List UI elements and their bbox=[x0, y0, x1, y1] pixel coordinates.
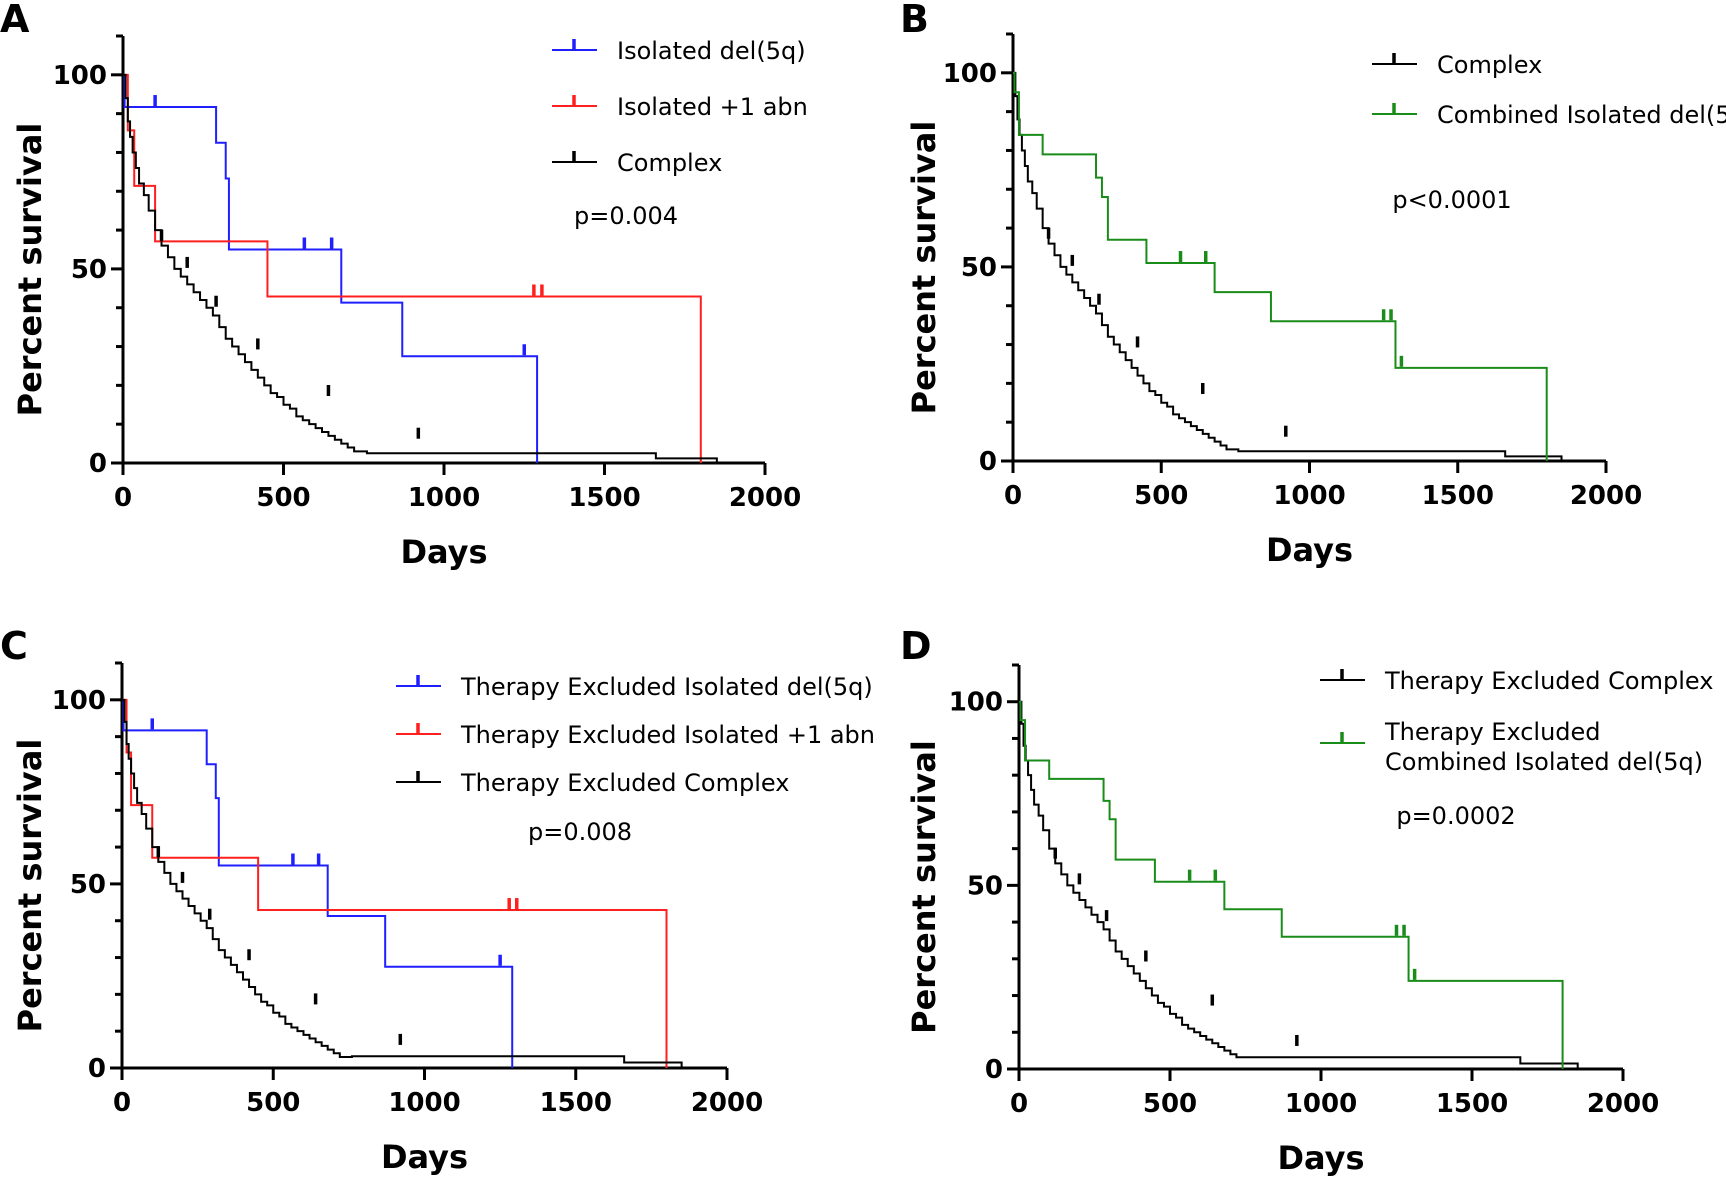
x-axis-title: Days bbox=[1277, 1139, 1364, 1177]
panel-letter: A bbox=[0, 0, 30, 41]
x-tick-label: 500 bbox=[246, 1088, 300, 1118]
legend-label: Complex bbox=[1437, 51, 1542, 79]
legend-entry: Therapy Excluded Complex bbox=[396, 769, 789, 797]
series-1 bbox=[123, 73, 539, 463]
survival-curve bbox=[1019, 700, 1579, 1069]
y-tick-label: 0 bbox=[88, 1054, 106, 1084]
legend-entry: Therapy Excluded Combined Isolated del(5q… bbox=[1320, 718, 1703, 776]
x-tick-label: 1500 bbox=[1422, 481, 1494, 511]
x-tick-label: 2000 bbox=[1570, 481, 1642, 511]
series-3 bbox=[122, 698, 683, 1068]
x-tick-label: 500 bbox=[1143, 1089, 1197, 1119]
survival-curve bbox=[123, 73, 539, 463]
x-tick-label: 2000 bbox=[1587, 1089, 1659, 1119]
series-3 bbox=[123, 73, 718, 463]
x-tick-label: 1500 bbox=[1436, 1089, 1508, 1119]
y-tick-label: 50 bbox=[961, 253, 997, 283]
x-axis-title: Days bbox=[381, 1138, 468, 1176]
legend-label: Therapy Excluded Isolated +1 abn bbox=[460, 721, 875, 749]
survival-curve bbox=[1013, 71, 1548, 461]
x-tick-label: 0 bbox=[113, 1088, 131, 1118]
legend-entry: Therapy Excluded Complex bbox=[1320, 667, 1713, 695]
x-tick-label: 1500 bbox=[568, 483, 640, 513]
legend-label: Therapy Excluded Complex bbox=[1384, 667, 1713, 695]
legend-label: Therapy Excluded Combined Isolated del(5q… bbox=[1384, 718, 1703, 776]
p-value-annotation: p<0.0001 bbox=[1392, 186, 1511, 214]
legend-entry: Therapy Excluded Isolated del(5q) bbox=[396, 673, 873, 701]
y-tick-label: 100 bbox=[53, 61, 107, 91]
legend-entry: Therapy Excluded Isolated +1 abn bbox=[396, 721, 875, 749]
survival-curve bbox=[122, 698, 683, 1068]
series-1 bbox=[1019, 700, 1579, 1069]
y-axis-title: Percent survival bbox=[11, 739, 49, 1033]
legend-entry: Isolated del(5q) bbox=[552, 37, 806, 65]
panel-letter: D bbox=[900, 624, 932, 668]
panel-letter: B bbox=[900, 0, 929, 41]
x-tick-label: 0 bbox=[1004, 481, 1022, 511]
legend-entry: Complex bbox=[1372, 51, 1542, 79]
x-tick-label: 500 bbox=[1134, 481, 1188, 511]
p-value-annotation: p=0.008 bbox=[528, 818, 632, 846]
series-2 bbox=[123, 73, 702, 463]
y-tick-label: 50 bbox=[71, 255, 107, 285]
x-tick-label: 1500 bbox=[540, 1088, 612, 1118]
x-tick-label: 2000 bbox=[691, 1088, 763, 1118]
survival-curve bbox=[1019, 700, 1564, 1069]
legend-entry: Complex bbox=[552, 149, 722, 177]
legend-label: Combined Isolated del(5q) bbox=[1437, 101, 1726, 129]
x-tick-label: 1000 bbox=[1273, 481, 1345, 511]
x-tick-label: 1000 bbox=[408, 483, 480, 513]
y-tick-label: 100 bbox=[949, 688, 1003, 718]
y-tick-label: 100 bbox=[52, 686, 106, 716]
y-tick-label: 0 bbox=[985, 1055, 1003, 1085]
series-1 bbox=[122, 698, 514, 1068]
y-axis-title: Percent survival bbox=[905, 740, 943, 1034]
y-axis-title: Percent survival bbox=[11, 123, 49, 417]
x-tick-label: 1000 bbox=[1285, 1089, 1357, 1119]
series-2 bbox=[122, 698, 668, 1068]
legend-entry: Isolated +1 abn bbox=[552, 93, 808, 121]
x-tick-label: 1000 bbox=[388, 1088, 460, 1118]
y-tick-label: 50 bbox=[70, 870, 106, 900]
y-tick-label: 0 bbox=[979, 447, 997, 477]
survival-curve bbox=[122, 698, 668, 1068]
y-tick-label: 50 bbox=[967, 871, 1003, 901]
legend-label: Therapy Excluded Isolated del(5q) bbox=[460, 673, 873, 701]
series-2 bbox=[1013, 71, 1548, 461]
series-1 bbox=[1013, 71, 1563, 461]
series-2 bbox=[1019, 700, 1564, 1069]
y-tick-label: 100 bbox=[943, 59, 997, 89]
x-tick-label: 0 bbox=[114, 483, 132, 513]
survival-curve bbox=[123, 73, 702, 463]
x-tick-label: 2000 bbox=[729, 483, 801, 513]
x-axis-title: Days bbox=[1266, 531, 1353, 569]
panel-letter: C bbox=[0, 624, 28, 668]
legend-label: Complex bbox=[617, 149, 722, 177]
y-axis-title: Percent survival bbox=[905, 121, 943, 415]
legend-label: Isolated del(5q) bbox=[617, 37, 806, 65]
p-value-annotation: p=0.0002 bbox=[1396, 802, 1515, 830]
p-value-annotation: p=0.004 bbox=[574, 202, 678, 230]
x-axis-title: Days bbox=[400, 533, 487, 571]
legend-entry: Combined Isolated del(5q) bbox=[1372, 101, 1726, 129]
x-tick-label: 0 bbox=[1010, 1089, 1028, 1119]
y-tick-label: 0 bbox=[89, 449, 107, 479]
survival-curve bbox=[123, 73, 718, 463]
legend-label: Isolated +1 abn bbox=[617, 93, 808, 121]
survival-curve bbox=[122, 698, 514, 1068]
survival-curve bbox=[1013, 71, 1563, 461]
legend-label: Therapy Excluded Complex bbox=[460, 769, 789, 797]
x-tick-label: 500 bbox=[256, 483, 310, 513]
